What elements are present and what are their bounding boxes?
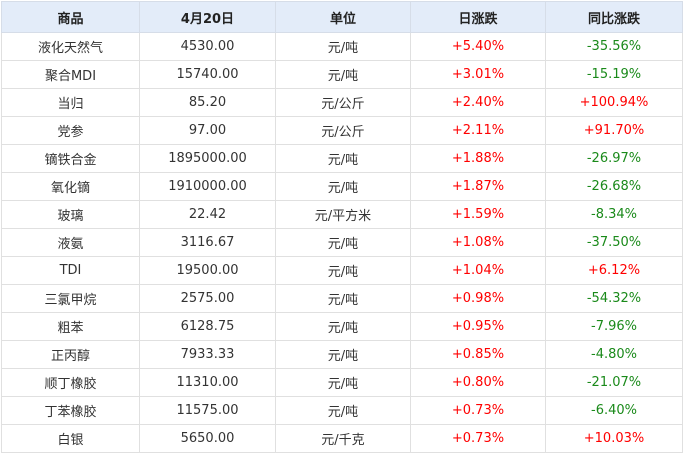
header-date: 4月20日 <box>139 1 276 33</box>
unit-cell: 元/吨 <box>275 284 411 313</box>
price-cell: 11575.00 <box>139 396 276 425</box>
yoy-change-cell: -26.68% <box>545 172 683 201</box>
yoy-change-cell: -6.40% <box>545 396 683 425</box>
unit-cell: 元/吨 <box>275 32 411 61</box>
price-cell: 22.42 <box>139 200 276 229</box>
header-daily-change: 日涨跌 <box>410 1 546 33</box>
table-row: 液化天然气 4530.00 元/吨 +5.40% -35.56% <box>1 32 683 61</box>
price-cell: 97.00 <box>139 116 276 145</box>
unit-cell: 元/吨 <box>275 172 411 201</box>
price-cell: 1910000.00 <box>139 172 276 201</box>
commodity-cell: 聚合MDI <box>1 60 140 89</box>
unit-cell: 元/吨 <box>275 340 411 369</box>
daily-change-cell: +0.73% <box>410 424 546 453</box>
unit-cell: 元/吨 <box>275 228 411 257</box>
daily-change-cell: +0.73% <box>410 396 546 425</box>
price-cell: 4530.00 <box>139 32 276 61</box>
price-cell: 2575.00 <box>139 284 276 313</box>
price-cell: 19500.00 <box>139 256 276 285</box>
price-cell: 15740.00 <box>139 60 276 89</box>
price-cell: 5650.00 <box>139 424 276 453</box>
table-row: 氧化镝 1910000.00 元/吨 +1.87% -26.68% <box>1 172 683 201</box>
daily-change-cell: +2.11% <box>410 116 546 145</box>
header-yoy-change: 同比涨跌 <box>545 1 683 33</box>
daily-change-cell: +0.95% <box>410 312 546 341</box>
table-row: 当归 85.20 元/公斤 +2.40% +100.94% <box>1 88 683 117</box>
commodity-cell: 液氨 <box>1 228 140 257</box>
yoy-change-cell: -54.32% <box>545 284 683 313</box>
table-row: 玻璃 22.42 元/平方米 +1.59% -8.34% <box>1 200 683 229</box>
daily-change-cell: +1.04% <box>410 256 546 285</box>
commodity-cell: 粗苯 <box>1 312 140 341</box>
price-cell: 6128.75 <box>139 312 276 341</box>
table-row: 白银 5650.00 元/千克 +0.73% +10.03% <box>1 424 683 453</box>
yoy-change-cell: -4.80% <box>545 340 683 369</box>
daily-change-cell: +5.40% <box>410 32 546 61</box>
table-row: 正丙醇 7933.33 元/吨 +0.85% -4.80% <box>1 340 683 369</box>
daily-change-cell: +0.85% <box>410 340 546 369</box>
header-commodity: 商品 <box>1 1 140 33</box>
unit-cell: 元/吨 <box>275 312 411 341</box>
commodity-cell: 党参 <box>1 116 140 145</box>
yoy-change-cell: -26.97% <box>545 144 683 173</box>
table-row: 液氨 3116.67 元/吨 +1.08% -37.50% <box>1 228 683 257</box>
unit-cell: 元/吨 <box>275 396 411 425</box>
yoy-change-cell: +91.70% <box>545 116 683 145</box>
unit-cell: 元/千克 <box>275 424 411 453</box>
yoy-change-cell: +10.03% <box>545 424 683 453</box>
commodity-cell: 丁苯橡胶 <box>1 396 140 425</box>
commodity-cell: 氧化镝 <box>1 172 140 201</box>
price-cell: 11310.00 <box>139 368 276 397</box>
price-cell: 3116.67 <box>139 228 276 257</box>
table-row: 聚合MDI 15740.00 元/吨 +3.01% -15.19% <box>1 60 683 89</box>
yoy-change-cell: -37.50% <box>545 228 683 257</box>
commodity-cell: 正丙醇 <box>1 340 140 369</box>
table-row: 丁苯橡胶 11575.00 元/吨 +0.73% -6.40% <box>1 396 683 425</box>
commodity-cell: 白银 <box>1 424 140 453</box>
unit-cell: 元/公斤 <box>275 88 411 117</box>
daily-change-cell: +0.80% <box>410 368 546 397</box>
unit-cell: 元/吨 <box>275 144 411 173</box>
yoy-change-cell: -8.34% <box>545 200 683 229</box>
header-row: 商品 4月20日 单位 日涨跌 同比涨跌 <box>1 1 683 33</box>
yoy-change-cell: -7.96% <box>545 312 683 341</box>
commodity-cell: 当归 <box>1 88 140 117</box>
table-row: 党参 97.00 元/公斤 +2.11% +91.70% <box>1 116 683 145</box>
daily-change-cell: +1.87% <box>410 172 546 201</box>
commodity-cell: 液化天然气 <box>1 32 140 61</box>
unit-cell: 元/公斤 <box>275 116 411 145</box>
table-row: TDI 19500.00 元/吨 +1.04% +6.12% <box>1 256 683 285</box>
table-row: 三氯甲烷 2575.00 元/吨 +0.98% -54.32% <box>1 284 683 313</box>
price-cell: 85.20 <box>139 88 276 117</box>
daily-change-cell: +1.08% <box>410 228 546 257</box>
daily-change-cell: +1.88% <box>410 144 546 173</box>
table-row: 镝铁合金 1895000.00 元/吨 +1.88% -26.97% <box>1 144 683 173</box>
commodity-cell: 镝铁合金 <box>1 144 140 173</box>
daily-change-cell: +1.59% <box>410 200 546 229</box>
daily-change-cell: +0.98% <box>410 284 546 313</box>
unit-cell: 元/吨 <box>275 256 411 285</box>
yoy-change-cell: -21.07% <box>545 368 683 397</box>
commodity-cell: 玻璃 <box>1 200 140 229</box>
daily-change-cell: +3.01% <box>410 60 546 89</box>
table-row: 顺丁橡胶 11310.00 元/吨 +0.80% -21.07% <box>1 368 683 397</box>
price-cell: 7933.33 <box>139 340 276 369</box>
yoy-change-cell: -35.56% <box>545 32 683 61</box>
price-cell: 1895000.00 <box>139 144 276 173</box>
yoy-change-cell: -15.19% <box>545 60 683 89</box>
unit-cell: 元/平方米 <box>275 200 411 229</box>
yoy-change-cell: +6.12% <box>545 256 683 285</box>
commodity-cell: 三氯甲烷 <box>1 284 140 313</box>
unit-cell: 元/吨 <box>275 368 411 397</box>
unit-cell: 元/吨 <box>275 60 411 89</box>
commodity-cell: TDI <box>1 256 140 285</box>
daily-change-cell: +2.40% <box>410 88 546 117</box>
table-row: 粗苯 6128.75 元/吨 +0.95% -7.96% <box>1 312 683 341</box>
commodity-cell: 顺丁橡胶 <box>1 368 140 397</box>
header-unit: 单位 <box>275 1 411 33</box>
yoy-change-cell: +100.94% <box>545 88 683 117</box>
